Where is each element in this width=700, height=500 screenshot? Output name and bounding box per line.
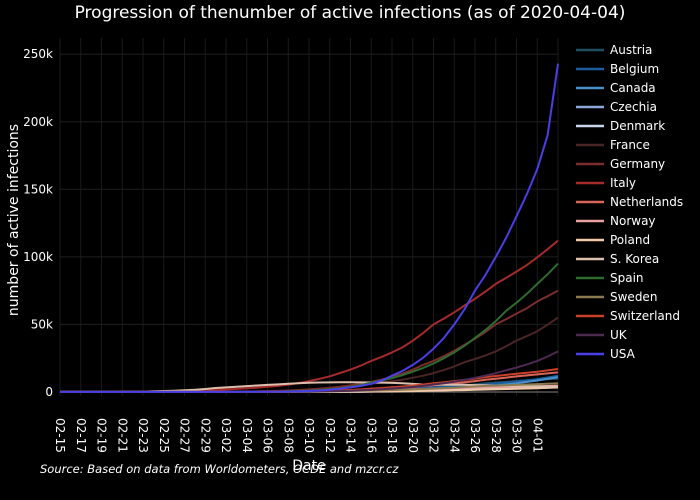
y-tick-label: 200k (23, 115, 53, 129)
legend-item[interactable]: Italy (576, 176, 636, 190)
legend-label: UK (610, 328, 628, 342)
series-line-usa (60, 63, 559, 393)
x-tick-label: 03-18 (385, 418, 399, 453)
x-tick-label: 03-12 (323, 418, 337, 453)
x-tick-label: 03-04 (240, 418, 254, 453)
x-tick-label: 02-29 (198, 418, 212, 453)
y-axis-title: number of active infections (6, 124, 22, 316)
y-tick-label: 250k (23, 47, 53, 61)
x-axis-title: Date (292, 458, 325, 474)
legend-label: USA (610, 347, 636, 361)
legend-label: S. Korea (610, 252, 659, 266)
legend-label: Italy (610, 176, 636, 190)
x-tick-label: 02-17 (74, 418, 88, 453)
y-tick-label: 0 (45, 385, 53, 399)
legend-label: Netherlands (610, 195, 683, 209)
grid (59, 38, 559, 396)
legend-item[interactable]: S. Korea (576, 252, 659, 266)
legend-item[interactable]: UK (576, 328, 628, 342)
legend-item[interactable]: Czechia (576, 100, 657, 114)
x-tick-label: 02-15 (53, 418, 67, 453)
legend-label: Sweden (610, 290, 657, 304)
x-tick-label: 04-01 (530, 418, 544, 453)
x-tick-label: 03-26 (468, 418, 482, 453)
legend-item[interactable]: Switzerland (576, 309, 680, 323)
y-tick-label: 150k (23, 182, 53, 196)
y-tick-label: 50k (31, 317, 53, 331)
x-tick-label: 03-14 (344, 418, 358, 453)
x-tick-label: 02-23 (136, 418, 150, 453)
legend-item[interactable]: Austria (576, 43, 652, 57)
x-tick-label: 02-21 (115, 418, 129, 453)
legend-item[interactable]: Norway (576, 214, 656, 228)
legend-item[interactable]: Germany (576, 157, 665, 171)
x-tick-label: 03-06 (261, 418, 275, 453)
x-tick-label: 03-22 (427, 418, 441, 453)
x-tick-label: 02-27 (178, 418, 192, 453)
x-tick-label: 03-02 (219, 418, 233, 453)
legend-label: Switzerland (610, 309, 680, 323)
legend-item[interactable]: USA (576, 347, 636, 361)
legend-label: Germany (610, 157, 665, 171)
legend-item[interactable]: Denmark (576, 119, 665, 133)
x-tick-label: 03-30 (510, 418, 524, 453)
x-tick-label: 03-24 (447, 418, 461, 453)
x-tick-label: 03-16 (364, 418, 378, 453)
legend-label: Denmark (610, 119, 665, 133)
y-axis: 0 50k 100k 150k 200k 250k (23, 47, 53, 399)
legend[interactable]: Austria Belgium Canada Czechia Denmark France… (576, 43, 683, 361)
legend-label: Czechia (610, 100, 657, 114)
x-tick-label: 02-25 (157, 418, 171, 453)
legend-label: Spain (610, 271, 644, 285)
x-tick-label: 03-08 (281, 418, 295, 453)
source-note: Source: Based on data from Worldometers,… (40, 462, 399, 476)
legend-item[interactable]: Spain (576, 271, 644, 285)
chart-title: Progression of thenumber of active infec… (75, 3, 626, 23)
legend-label: Canada (610, 81, 656, 95)
y-tick-label: 100k (23, 250, 53, 264)
legend-item[interactable]: Canada (576, 81, 656, 95)
x-tick-label: 02-19 (95, 418, 109, 453)
legend-label: Austria (610, 43, 652, 57)
x-axis: 02-15 02-17 02-19 02-21 02-23 02-25 02-27 02-29… (53, 418, 544, 453)
legend-item[interactable]: Sweden (576, 290, 657, 304)
x-tick-label: 03-10 (302, 418, 316, 453)
legend-item[interactable]: Poland (576, 233, 650, 247)
x-tick-label: 03-20 (406, 418, 420, 453)
legend-item[interactable]: Belgium (576, 62, 659, 76)
legend-label: Poland (610, 233, 650, 247)
legend-label: Belgium (610, 62, 659, 76)
legend-label: France (610, 138, 650, 152)
legend-item[interactable]: Netherlands (576, 195, 683, 209)
x-tick-label: 03-28 (489, 418, 503, 453)
series-layer (60, 63, 559, 393)
legend-label: Norway (610, 214, 656, 228)
legend-item[interactable]: France (576, 138, 650, 152)
